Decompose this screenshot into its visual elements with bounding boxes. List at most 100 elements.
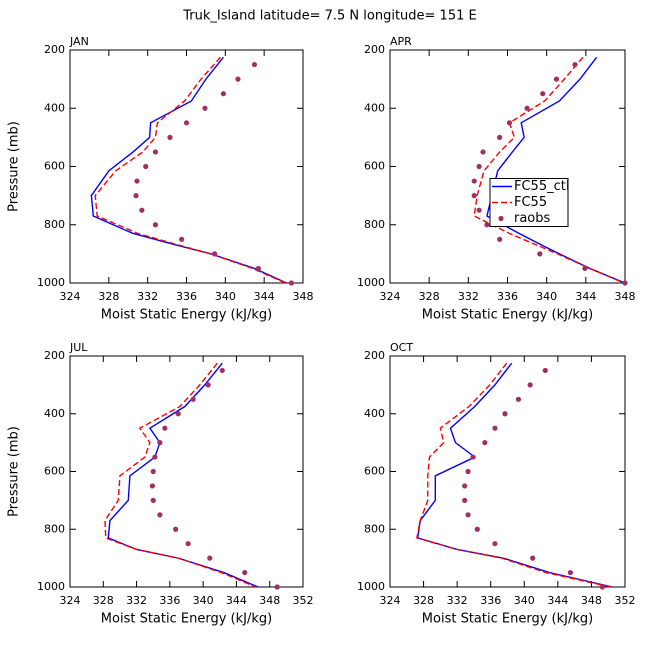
y-tick-label: 1000 — [357, 276, 385, 289]
x-tick-label: 340 — [215, 290, 236, 303]
data-line — [486, 56, 626, 284]
data-point — [157, 512, 163, 518]
x-tick-label: 344 — [226, 594, 247, 607]
data-point — [492, 541, 498, 547]
data-point — [255, 265, 261, 272]
x-tick-label: 324 — [60, 290, 81, 303]
data-point — [553, 76, 560, 82]
x-axis-label: Moist Static Energy (kJ/kg) — [101, 308, 272, 323]
data-point — [157, 440, 163, 446]
x-tick-label: 348 — [581, 594, 602, 607]
plot-frame — [69, 355, 304, 588]
x-axis-label: Moist Static Energy (kJ/kg) — [422, 308, 593, 323]
data-point — [474, 526, 480, 532]
y-tick-label: 600 — [364, 465, 385, 478]
panel-title: APR — [390, 35, 412, 48]
data-line — [107, 362, 259, 588]
y-tick-label: 800 — [44, 522, 65, 535]
data-point — [506, 120, 513, 126]
x-tick-label: 332 — [447, 594, 468, 607]
x-tick-label: 336 — [176, 290, 197, 303]
data-point — [540, 91, 546, 97]
data-point — [183, 120, 190, 126]
data-point — [251, 61, 258, 68]
x-tick-label: 348 — [293, 290, 314, 303]
data-point — [242, 569, 248, 576]
plot-frame — [389, 355, 626, 588]
data-line — [104, 362, 256, 588]
y-tick-label: 800 — [364, 522, 385, 535]
x-tick-label: 324 — [380, 290, 401, 303]
data-line — [94, 56, 286, 284]
y-tick-label: 200 — [44, 43, 65, 56]
x-tick-label: 324 — [380, 594, 401, 607]
data-point — [497, 134, 503, 140]
x-tick-label: 344 — [575, 290, 596, 303]
data-point — [530, 555, 536, 561]
legend-marker — [498, 215, 504, 222]
x-tick-label: 324 — [60, 594, 81, 607]
y-tick-label: 1000 — [37, 276, 65, 289]
data-point — [220, 91, 226, 97]
x-tick-label: 336 — [159, 594, 180, 607]
data-point — [471, 193, 477, 199]
data-line — [416, 362, 613, 588]
data-point — [542, 367, 548, 374]
data-point — [537, 251, 543, 257]
panel: 324 328 332 336 340 344 348 200 400 600 800 1000 APR… — [357, 35, 636, 323]
y-tick-label: 400 — [44, 407, 65, 420]
data-point — [567, 569, 574, 576]
data-point — [143, 163, 149, 170]
data-point — [599, 584, 605, 590]
y-tick-label: 400 — [364, 407, 385, 420]
data-point — [492, 425, 498, 431]
x-tick-label: 340 — [536, 290, 557, 303]
y-tick-label: 200 — [44, 349, 65, 362]
data-point — [207, 555, 213, 561]
x-tick-label: 348 — [615, 290, 636, 303]
y-tick-label: 200 — [364, 43, 385, 56]
y-axis-label: Pressure (mb) — [7, 426, 22, 517]
data-point — [497, 236, 503, 242]
data-point — [150, 497, 156, 503]
data-point — [524, 105, 530, 111]
y-tick-label: 600 — [364, 160, 385, 173]
x-tick-label: 332 — [458, 290, 479, 303]
data-point — [470, 454, 476, 460]
figure-title: Truk_Island latitude= 7.5 N longitude= 1… — [182, 9, 476, 24]
data-point — [134, 178, 140, 184]
data-point — [173, 526, 179, 532]
legend-label: FC55_ctl — [514, 179, 569, 194]
data-point — [235, 76, 241, 82]
data-point — [150, 468, 156, 475]
x-tick-label: 352 — [293, 594, 314, 607]
data-point — [480, 149, 486, 155]
data-point — [212, 251, 218, 257]
legend-label: raobs — [514, 211, 551, 226]
x-tick-label: 344 — [547, 594, 568, 607]
y-tick-label: 400 — [364, 101, 385, 114]
panel-title: JAN — [69, 35, 89, 48]
data-point — [288, 280, 294, 286]
y-tick-label: 1000 — [37, 580, 65, 593]
x-tick-label: 340 — [193, 594, 214, 607]
data-point — [476, 163, 482, 170]
x-tick-label: 328 — [419, 290, 440, 303]
data-point — [167, 134, 173, 140]
data-point — [274, 584, 280, 590]
y-axis-label: Pressure (mb) — [7, 121, 22, 212]
x-tick-label: 348 — [259, 594, 280, 607]
data-point — [133, 193, 139, 199]
data-point — [162, 425, 168, 431]
y-tick-label: 1000 — [357, 580, 385, 593]
x-axis-label: Moist Static Energy (kJ/kg) — [422, 612, 593, 627]
plot-frame — [69, 49, 304, 284]
data-line — [473, 56, 625, 284]
data-line — [90, 56, 287, 284]
y-tick-label: 400 — [44, 101, 65, 114]
panel-title: OCT — [390, 341, 413, 354]
data-point — [515, 396, 522, 402]
data-point — [462, 497, 468, 503]
data-point — [476, 207, 482, 213]
